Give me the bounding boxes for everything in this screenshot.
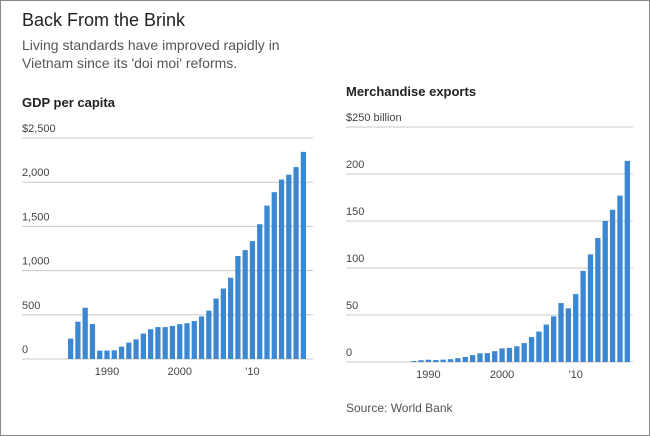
y-tick-label: 500: [22, 300, 40, 312]
bar: [484, 353, 491, 362]
bar: [300, 151, 306, 359]
bar: [492, 351, 498, 362]
x-tick-label: '10: [245, 366, 259, 378]
bar: [521, 343, 527, 362]
bar: [111, 350, 117, 359]
bar: [440, 359, 446, 362]
bar: [411, 361, 417, 362]
bar: [133, 339, 139, 359]
bar: [462, 356, 468, 362]
x-tick-label: 2000: [490, 369, 514, 381]
bar: [213, 298, 219, 359]
bar: [418, 360, 424, 362]
bar: [477, 353, 483, 362]
bar: [565, 308, 572, 362]
bar: [499, 348, 505, 362]
bar: [68, 338, 74, 359]
y-tick-label: $2,500: [22, 123, 56, 135]
bar: [97, 350, 103, 359]
bar: [469, 355, 476, 362]
x-tick-label: 2000: [167, 366, 191, 378]
x-tick-label: 1990: [95, 366, 119, 378]
bar: [558, 303, 564, 362]
bar: [169, 325, 176, 359]
y-tick-label: 1,000: [22, 256, 50, 268]
bar: [249, 241, 256, 359]
bar: [278, 179, 285, 359]
bar: [455, 358, 461, 362]
bar: [257, 224, 263, 359]
bar: [242, 250, 248, 359]
bar: [264, 205, 270, 359]
bar: [118, 346, 125, 359]
bar: [177, 324, 183, 359]
bar: [624, 160, 630, 362]
bar: [595, 237, 601, 362]
bar: [206, 310, 212, 359]
y-tick-label: 0: [22, 344, 28, 356]
bar: [536, 331, 542, 362]
bar: [514, 346, 520, 362]
bar: [609, 209, 616, 362]
chart-title: Merchandise exports: [346, 84, 476, 99]
bar: [425, 359, 432, 362]
bar: [293, 167, 299, 359]
bar: [75, 321, 81, 359]
bar: [191, 320, 197, 359]
bar: [617, 195, 623, 362]
subtitle: Living standards have improved rapidly i…: [22, 37, 280, 71]
bar: [447, 359, 454, 362]
y-tick-label: 1,500: [22, 211, 50, 223]
bar: [271, 192, 277, 359]
bar: [235, 256, 241, 359]
bar: [528, 337, 535, 362]
bar: [140, 333, 146, 359]
y-tick-label: 150: [346, 206, 364, 218]
bar: [220, 288, 226, 359]
y-tick-label: 50: [346, 300, 358, 312]
bar: [104, 350, 110, 359]
y-tick-label: 2,000: [22, 167, 50, 179]
bar: [155, 327, 161, 359]
title: Back From the Brink: [22, 10, 186, 30]
bar: [184, 323, 190, 359]
y-tick-label: 100: [346, 253, 364, 265]
bar: [506, 347, 513, 362]
bar: [148, 329, 154, 359]
source: Source: World Bank: [346, 401, 453, 415]
bar: [162, 327, 168, 359]
bar: [587, 254, 594, 362]
bar: [89, 324, 96, 359]
bar: [602, 221, 608, 362]
bar: [580, 270, 586, 362]
bar: [82, 307, 88, 359]
y-tick-label: 200: [346, 159, 364, 171]
x-tick-label: 1990: [416, 369, 440, 381]
x-tick-label: '10: [569, 369, 583, 381]
chart-title: GDP per capita: [22, 95, 116, 110]
bar: [433, 360, 439, 362]
bar: [228, 277, 234, 359]
bar: [550, 316, 557, 362]
bar: [126, 342, 132, 359]
bar: [286, 174, 292, 359]
bar: [198, 316, 205, 359]
bar: [543, 324, 549, 362]
bar: [573, 294, 579, 362]
y-tick-label: $250 billion: [346, 112, 402, 124]
y-tick-label: 0: [346, 347, 352, 359]
